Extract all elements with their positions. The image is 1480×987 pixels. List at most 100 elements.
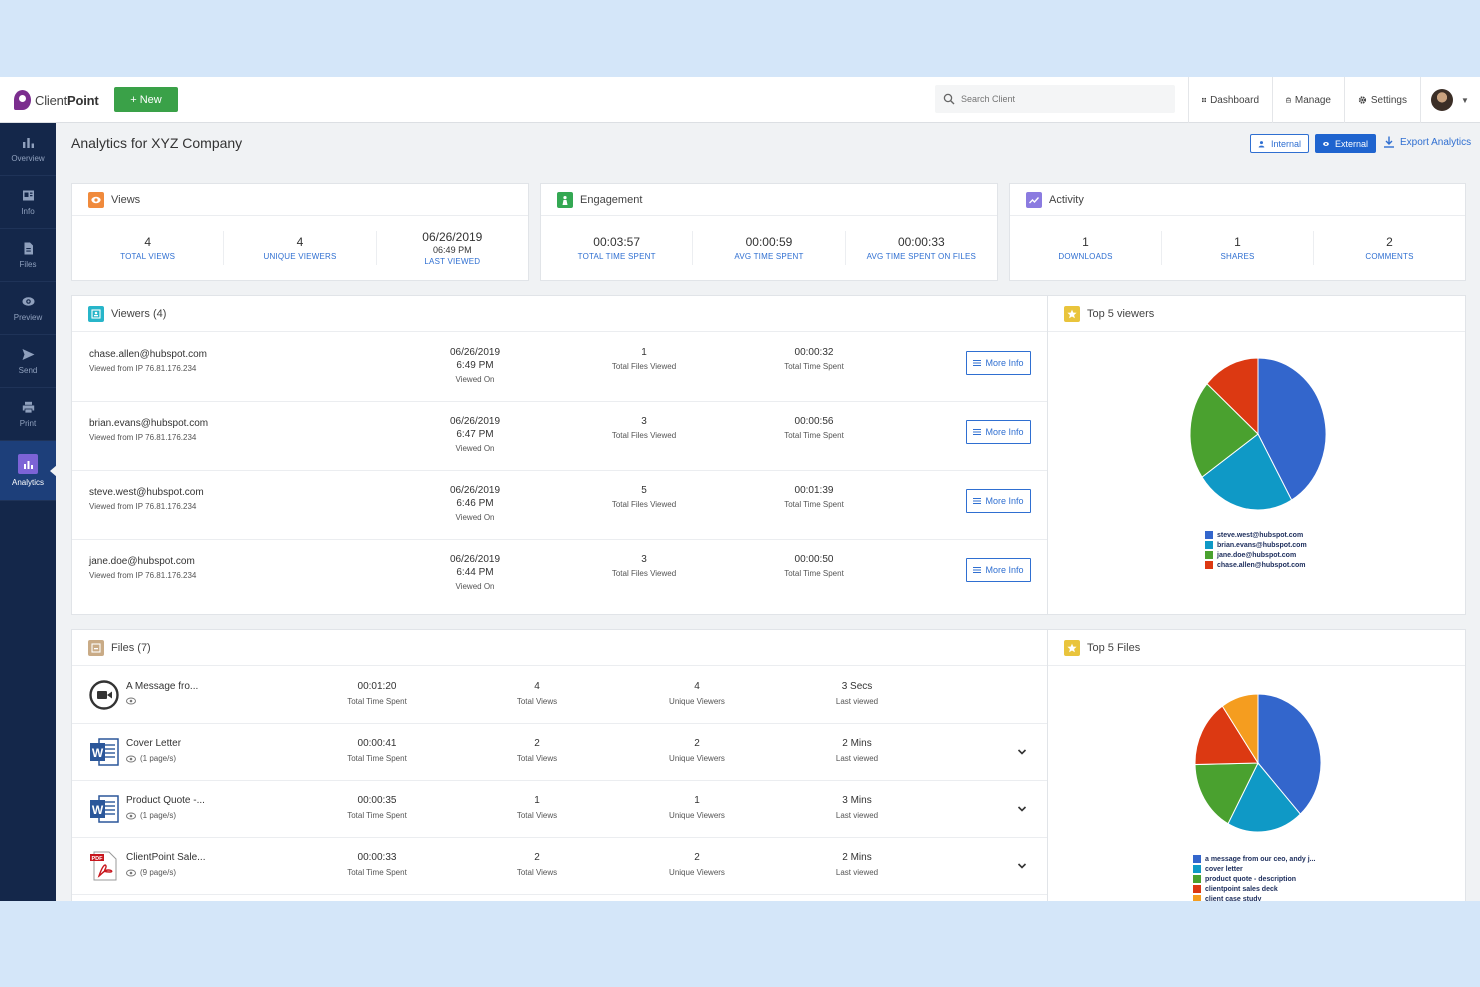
- legend-item: chase.allen@hubspot.com: [1205, 560, 1307, 570]
- sidebar-item-send[interactable]: Send: [0, 335, 56, 388]
- file-meta: [126, 697, 140, 705]
- file-meta: (9 page/s): [126, 868, 176, 877]
- viewer-viewed-on: 06/26/2019 6:46 PM Viewed On: [449, 485, 501, 522]
- views-card-header: Views: [72, 184, 528, 216]
- viewer-time-spent: 00:00:56 Total Time Spent: [784, 416, 844, 440]
- nav-manage-button[interactable]: Manage: [1272, 77, 1344, 123]
- file-unique-viewers: 4 Unique Viewers: [669, 681, 725, 706]
- file-name: Cover Letter: [126, 738, 182, 749]
- clientpoint-logo[interactable]: ClientPoint: [14, 89, 99, 111]
- user-menu[interactable]: ▼: [1420, 77, 1480, 123]
- file-meta: (1 page/s): [126, 754, 176, 763]
- chevron-down-icon[interactable]: [1016, 803, 1028, 815]
- viewer-files-viewed: 1 Total Files Viewed: [611, 347, 677, 371]
- pie-slice[interactable]: [1189, 382, 1259, 478]
- file-row[interactable]: W Cover Letter (1 page/s) 00:00:41 Total …: [72, 724, 1048, 781]
- search-icon: [943, 93, 955, 105]
- nav-settings-button[interactable]: Settings: [1344, 77, 1420, 123]
- sidebar-item-overview[interactable]: Overview: [0, 123, 56, 176]
- viewer-email: chase.allen@hubspot.com: [89, 349, 207, 360]
- pie-slice[interactable]: [1257, 357, 1327, 501]
- legend-item: jane.doe@hubspot.com: [1205, 550, 1307, 560]
- sidebar-item-print[interactable]: Print: [0, 388, 56, 441]
- user-icon: [1258, 140, 1265, 147]
- search-box[interactable]: [935, 85, 1175, 113]
- stat-avg-time-on-files: 00:00:33 AVG TIME SPENT ON FILES: [866, 235, 977, 261]
- sidebar-item-label: Send: [18, 365, 38, 375]
- legend-swatch: [1205, 531, 1213, 539]
- list-icon: [973, 360, 982, 366]
- more-info-button[interactable]: More Info: [966, 420, 1031, 444]
- legend-label: clientpoint sales deck: [1205, 885, 1278, 893]
- svg-text:W: W: [92, 803, 104, 817]
- file-last-viewed: 3 Secs Last viewed: [835, 681, 879, 706]
- logo-text: ClientPoint: [35, 92, 99, 108]
- avatar: [1431, 89, 1453, 111]
- engagement-icon: [557, 191, 573, 208]
- sidebar-item-label: Analytics: [11, 478, 44, 487]
- search-input[interactable]: [961, 94, 1161, 104]
- views-title: Views: [111, 193, 141, 206]
- new-button[interactable]: + New: [114, 87, 178, 112]
- stat-shares: 1 SHARES: [1162, 231, 1314, 265]
- more-info-button[interactable]: More Info: [966, 351, 1031, 375]
- chevron-down-icon[interactable]: [1016, 746, 1028, 758]
- more-info-button[interactable]: More Info: [966, 558, 1031, 582]
- legend-label: a message from our ceo, andy j...: [1205, 855, 1316, 863]
- internal-toggle-button[interactable]: Internal: [1250, 134, 1309, 153]
- chevron-down-icon[interactable]: [1016, 860, 1028, 872]
- viewer-viewed-on: 06/26/2019 6:44 PM Viewed On: [449, 554, 501, 591]
- pie-slice[interactable]: [1221, 693, 1259, 765]
- sidebar-item-files[interactable]: Files: [0, 229, 56, 282]
- file-time-spent: 00:00:35 Total Time Spent: [347, 795, 407, 820]
- file-row[interactable]: A Message fro... 00:01:20 Total Time Spen…: [72, 667, 1048, 724]
- stat-downloads: 1 DOWNLOADS: [1010, 231, 1162, 265]
- pie-slice[interactable]: [1206, 357, 1259, 436]
- legend-label: client case study: [1205, 895, 1262, 902]
- eye-icon: [126, 755, 136, 762]
- viewer-viewed-on: 06/26/2019 6:49 PM Viewed On: [449, 347, 501, 384]
- top-files-legend: a message from our ceo, andy j... cover l…: [1193, 854, 1315, 901]
- info-card-icon: [22, 190, 34, 200]
- activity-card: Activity 1 DOWNLOADS 1 SHARES 2 COMMENTS: [1009, 183, 1466, 281]
- pie-slice[interactable]: [1257, 693, 1322, 815]
- activity-card-header: Activity: [1010, 184, 1465, 216]
- external-toggle-button[interactable]: External: [1315, 134, 1376, 153]
- sidebar-item-label: Preview: [13, 312, 43, 322]
- viewer-ip: Viewed from IP 76.81.176.234: [89, 433, 197, 442]
- legend-swatch: [1205, 541, 1213, 549]
- viewer-ip: Viewed from IP 76.81.176.234: [89, 571, 197, 580]
- stat-avg-time-spent: 00:00:59 AVG TIME SPENT: [693, 231, 846, 265]
- more-info-button[interactable]: More Info: [966, 489, 1031, 513]
- nav-dashboard-button[interactable]: Dashboard: [1188, 77, 1272, 123]
- internal-label: Internal: [1270, 138, 1301, 149]
- viewer-files-viewed: 5 Total Files Viewed: [611, 485, 677, 509]
- pie-slice[interactable]: [1227, 762, 1301, 833]
- sidebar-item-analytics[interactable]: Analytics: [0, 441, 57, 501]
- pie-slice[interactable]: [1201, 433, 1293, 511]
- folder-icon: [88, 639, 104, 656]
- file-row[interactable]: PDF ClientPoint Sale... (9 page/s) 00:00…: [72, 838, 1048, 895]
- pie-slice[interactable]: [1194, 705, 1259, 766]
- legend-label: cover letter: [1205, 865, 1243, 873]
- sidebar-item-preview[interactable]: Preview: [0, 282, 56, 335]
- file-row[interactable]: W Product Quote -... (1 page/s) 00:00:35…: [72, 781, 1048, 838]
- file-name: A Message fro...: [126, 681, 199, 692]
- sidebar-item-info[interactable]: Info: [0, 176, 56, 229]
- pie-slice[interactable]: [1194, 762, 1259, 825]
- page-title: Analytics for XYZ Company: [71, 135, 243, 151]
- export-analytics-link[interactable]: Export Analytics: [1383, 136, 1471, 148]
- file-time-spent: 00:00:41 Total Time Spent: [347, 738, 407, 763]
- legend-item: client case study: [1193, 894, 1315, 901]
- bar-chart-icon: [22, 137, 34, 148]
- file-last-viewed: 3 Mins Last viewed: [835, 795, 879, 820]
- viewer-row: chase.allen@hubspot.com Viewed from IP 7…: [72, 333, 1048, 402]
- viewer-ip: Viewed from IP 76.81.176.234: [89, 364, 197, 373]
- legend-label: product quote - description: [1205, 875, 1296, 883]
- chevron-down-icon: ▼: [1461, 95, 1469, 105]
- stat-unique-viewers: 4 UNIQUE VIEWERS: [224, 231, 377, 265]
- legend-item: a message from our ceo, andy j...: [1193, 854, 1315, 864]
- viewer-files-viewed: 3 Total Files Viewed: [611, 416, 677, 440]
- legend-swatch: [1193, 865, 1201, 873]
- legend-swatch: [1193, 895, 1201, 901]
